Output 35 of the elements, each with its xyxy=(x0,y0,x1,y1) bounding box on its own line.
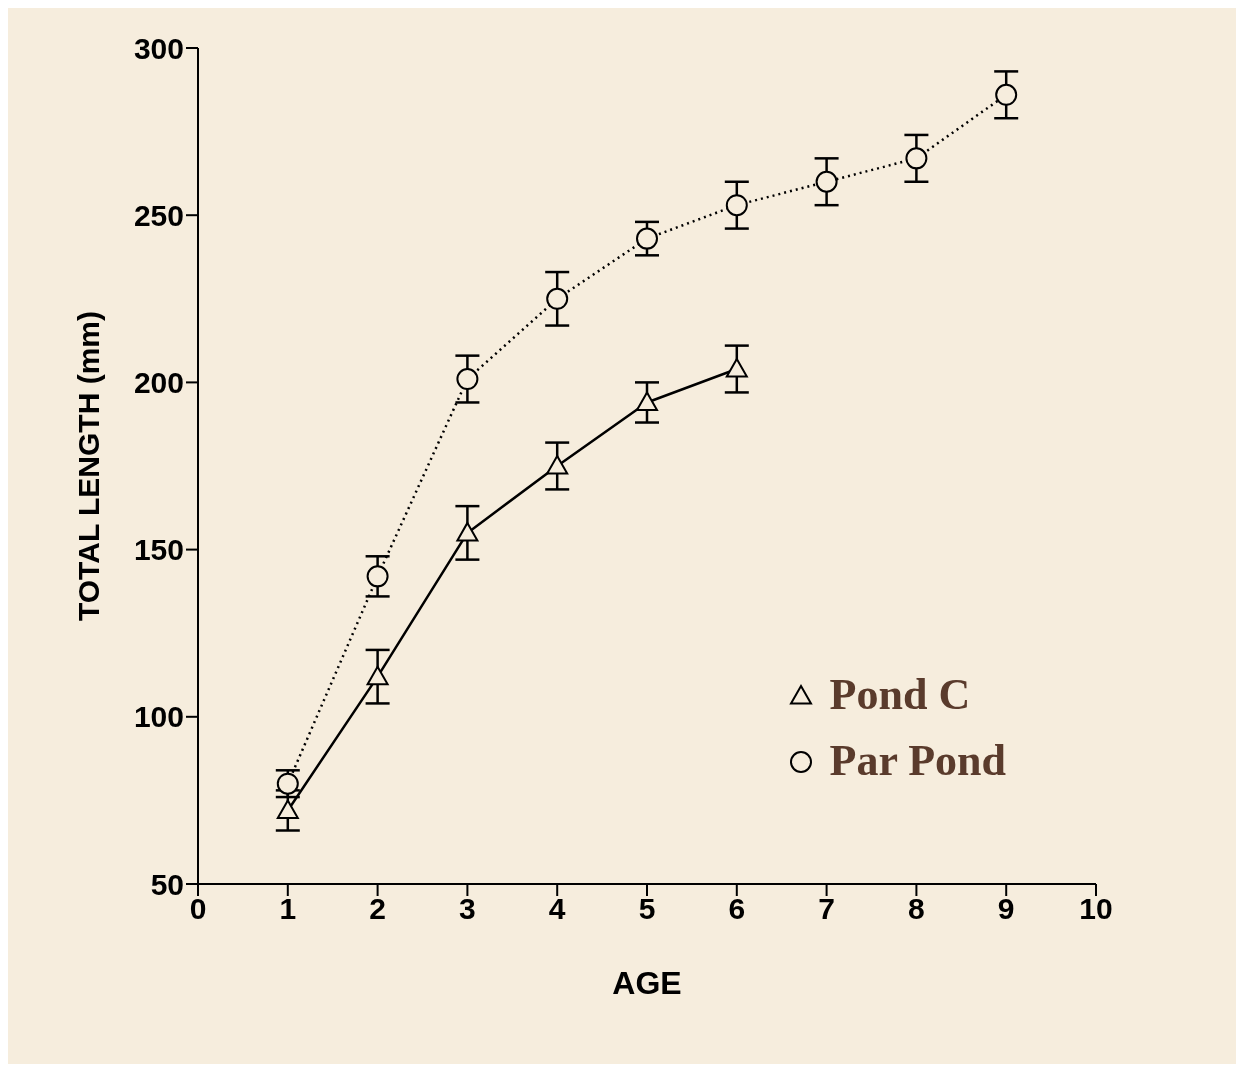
point xyxy=(546,455,569,475)
point xyxy=(636,227,658,250)
x-axis-title: AGE xyxy=(612,965,682,1001)
point xyxy=(905,147,928,170)
y-tick-label: 250 xyxy=(133,198,184,232)
x-tick-label: 6 xyxy=(728,892,746,926)
x-tick-label: 7 xyxy=(818,892,835,926)
x-tick-label: 0 xyxy=(189,892,207,926)
point xyxy=(456,368,479,391)
legend-label: Par Pond xyxy=(829,735,1006,787)
point xyxy=(456,521,479,542)
point xyxy=(725,358,748,378)
y-tick-label: 100 xyxy=(133,700,184,734)
x-tick-label: 9 xyxy=(997,892,1015,926)
point xyxy=(366,665,389,686)
point xyxy=(366,565,389,588)
x-tick-label: 4 xyxy=(548,892,566,926)
y-tick-label: 200 xyxy=(133,366,184,400)
x-tick-label: 2 xyxy=(369,892,386,926)
x-tick-label: 1 xyxy=(279,892,297,926)
x-tick-label: 5 xyxy=(638,892,656,926)
point xyxy=(276,799,299,819)
y-tick-label: 50 xyxy=(150,867,184,901)
y-axis-title: TOTAL LENGTH (mm) xyxy=(71,311,105,621)
x-tick-label: 10 xyxy=(1079,892,1113,926)
x-tick-label: 8 xyxy=(908,892,925,926)
y-tick-label: 150 xyxy=(133,533,184,567)
point xyxy=(636,391,658,411)
y-tick-label: 300 xyxy=(133,31,184,65)
point xyxy=(725,194,748,217)
point xyxy=(995,83,1018,106)
legend-label: Pond C xyxy=(829,669,971,721)
point xyxy=(815,170,838,193)
x-tick-label: 3 xyxy=(459,892,476,926)
point xyxy=(546,287,569,310)
